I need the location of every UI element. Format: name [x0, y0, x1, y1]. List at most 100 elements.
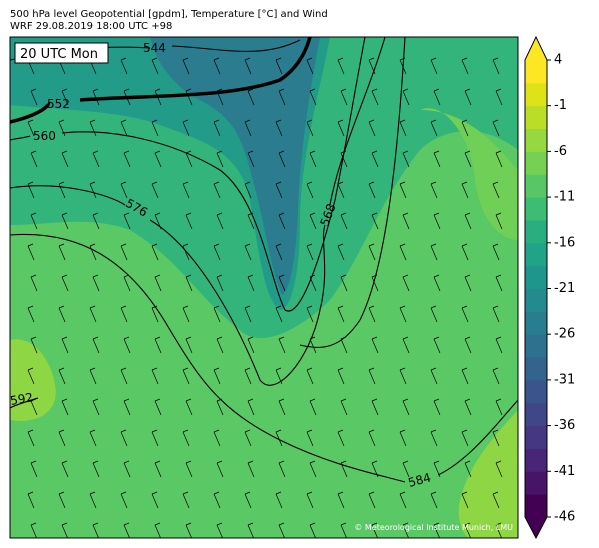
contour-label: 592 — [9, 390, 34, 408]
wind-barb — [213, 181, 221, 199]
wind-barb — [278, 88, 286, 106]
wind-barb — [89, 119, 97, 137]
wind-barb — [433, 522, 440, 538]
wind-barb — [151, 305, 159, 323]
wind-barb — [89, 429, 97, 447]
colorbar-band — [525, 219, 547, 244]
wind-barb — [306, 491, 314, 509]
wind-barb — [185, 460, 193, 478]
wind-barb — [61, 150, 69, 168]
colorbar-tick-label: -16 — [554, 235, 575, 250]
wind-barb — [340, 150, 348, 168]
wind-barb — [213, 119, 221, 137]
wind-barb — [464, 88, 472, 106]
wind-barb — [337, 181, 345, 199]
wind-barb — [402, 398, 410, 416]
wind-barb — [433, 460, 441, 478]
colorbar-tick-label: -31 — [554, 372, 575, 387]
wind-barb — [402, 150, 410, 168]
wind-barb — [464, 522, 471, 538]
wind-barb — [154, 150, 162, 168]
wind-barb — [123, 522, 130, 538]
title: 500 hPa level Geopotential [gpdm], Tempe… — [10, 9, 328, 20]
wind-barb — [247, 212, 255, 230]
wind-barb — [92, 150, 100, 168]
wind-barb — [399, 491, 407, 509]
wind-barb — [306, 305, 314, 323]
wind-barb — [182, 119, 190, 137]
wind-barb — [58, 491, 66, 509]
wind-barb — [371, 88, 379, 106]
wind-barb — [27, 119, 35, 137]
contour-line — [10, 37, 312, 124]
wind-barb — [185, 398, 193, 416]
wind-barb — [430, 119, 438, 137]
wind-barb — [247, 150, 255, 168]
temperature-area — [10, 339, 56, 421]
wind-barb — [464, 336, 472, 354]
contours — [10, 37, 518, 483]
wind-barb — [399, 181, 407, 199]
wind-barb — [495, 150, 503, 168]
wind-barb — [216, 150, 224, 168]
wind-barb — [120, 181, 128, 199]
wind-barb — [154, 212, 162, 230]
wind-barb — [278, 150, 286, 168]
map-frame — [9, 36, 519, 539]
wind-barb — [402, 460, 410, 478]
wind-barb — [402, 336, 410, 354]
wind-barb — [92, 212, 100, 230]
colorbar-band — [525, 311, 547, 335]
wind-barb — [495, 212, 503, 230]
wind-barb — [154, 88, 162, 106]
wind-barb — [27, 367, 35, 385]
wind-barb — [340, 88, 348, 106]
wind-barb — [461, 181, 469, 199]
colorbar-band — [525, 471, 547, 495]
wind-barb — [337, 243, 345, 261]
wind-barb — [244, 181, 252, 199]
wind-barb — [306, 57, 314, 75]
colorbar-band — [525, 494, 547, 518]
colorbar: 4 -1 -6 -11 -16 -21 -26 -31 -36 -41 -46 — [524, 35, 575, 540]
wind-barb — [123, 398, 131, 416]
wind-barb — [185, 274, 193, 292]
wind-barb — [185, 212, 193, 230]
wind-barb — [213, 305, 221, 323]
wind-barb — [182, 181, 190, 199]
wind-barb — [461, 305, 469, 323]
wind-barb — [492, 429, 500, 447]
wind-barb — [464, 274, 472, 292]
wind-barb — [154, 336, 162, 354]
wind-barb — [430, 429, 438, 447]
colorbar-band — [525, 242, 547, 267]
wind-barb — [371, 150, 379, 168]
wind-barb — [92, 336, 100, 354]
wind-barb — [27, 181, 35, 199]
wind-barb — [185, 88, 193, 106]
wind-barb — [368, 491, 376, 509]
wind-barb — [27, 429, 35, 447]
wind-barb — [182, 243, 190, 261]
wind-barb — [182, 367, 190, 385]
wind-barb — [89, 491, 97, 509]
colorbar-band — [525, 334, 547, 358]
wind-barb — [92, 460, 100, 478]
wind-barb — [120, 429, 128, 447]
wind-barb — [151, 429, 159, 447]
wind-barb — [89, 243, 97, 261]
wind-barb — [492, 243, 500, 261]
temperature-area — [458, 410, 518, 538]
wind-barb — [402, 212, 410, 230]
wind-barb — [27, 305, 35, 323]
wind-barb — [337, 491, 345, 509]
wind-barb — [309, 212, 317, 230]
wind-barb — [306, 181, 314, 199]
wind-barb — [216, 398, 224, 416]
wind-barb — [495, 522, 502, 538]
colorbar-tick-label: -26 — [554, 327, 575, 342]
wind-barb — [182, 491, 190, 509]
wind-barb — [92, 398, 100, 416]
wind-barb — [61, 212, 69, 230]
colorbar-tick-label: -6 — [554, 144, 567, 159]
